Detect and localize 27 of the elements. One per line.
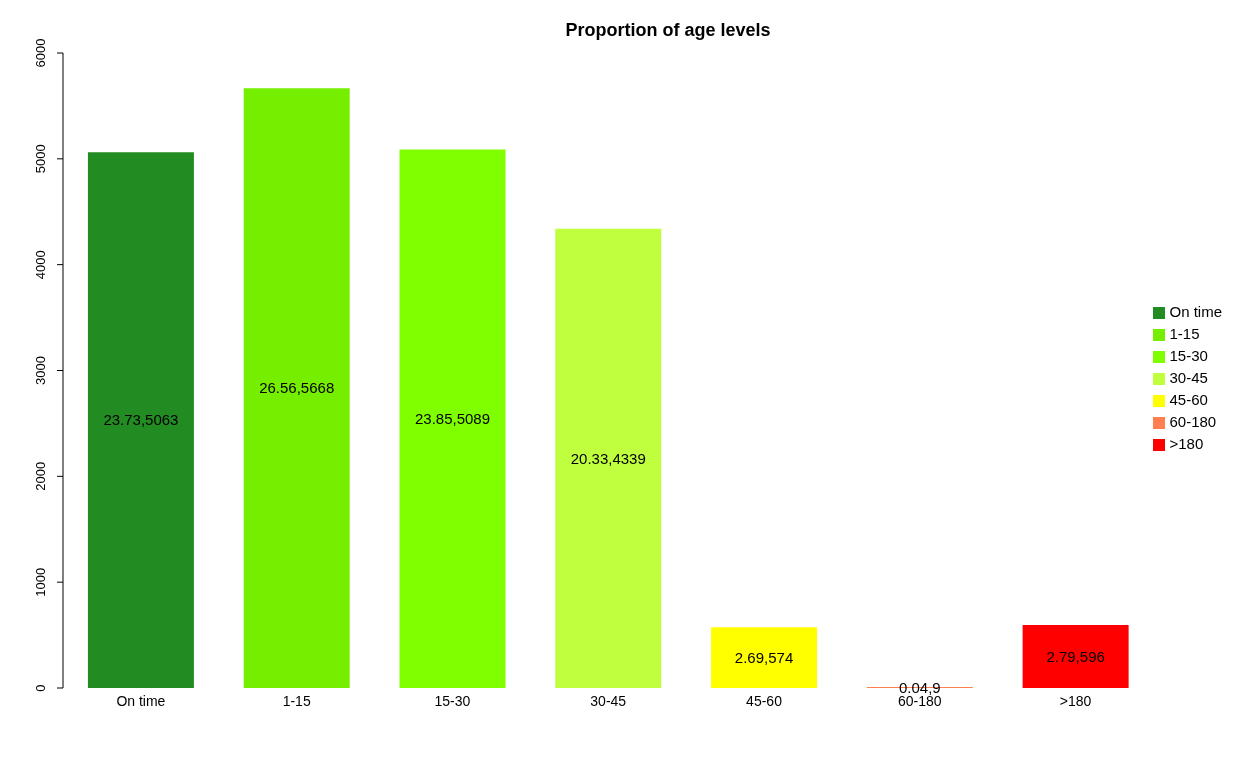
legend-label: 45-60 bbox=[1169, 391, 1208, 408]
data-label: 2.79,596 bbox=[1046, 647, 1105, 665]
x-tick-label: 45-60 bbox=[746, 692, 783, 709]
x-tick-label: 15-30 bbox=[434, 692, 471, 709]
x-tick-label: 1-15 bbox=[282, 692, 311, 709]
y-tick-label: 6000 bbox=[33, 38, 48, 68]
y-tick-label: 4000 bbox=[33, 250, 48, 280]
x-tick-label: On time bbox=[116, 692, 166, 709]
data-label: 26.56,5668 bbox=[259, 379, 335, 397]
data-label: 2.69,574 bbox=[734, 648, 794, 666]
chart-title: Proportion of age levels bbox=[565, 20, 771, 40]
legend-label: >180 bbox=[1169, 435, 1204, 452]
data-label: 23.73,5063 bbox=[103, 411, 179, 429]
legend-label: 30-45 bbox=[1169, 369, 1208, 386]
data-label: 23.85,5089 bbox=[414, 410, 491, 428]
y-tick-label: 5000 bbox=[33, 144, 48, 174]
legend-label: 60-180 bbox=[1169, 413, 1217, 430]
legend-label: 15-30 bbox=[1169, 347, 1208, 364]
y-tick-label: 0 bbox=[33, 684, 48, 692]
legend-label: 1-15 bbox=[1169, 325, 1200, 342]
legend-label: On time bbox=[1169, 303, 1222, 320]
y-tick-label: 2000 bbox=[33, 461, 48, 491]
x-tick-label: 30-45 bbox=[590, 692, 627, 709]
y-tick-label: 3000 bbox=[33, 356, 48, 385]
y-tick-label: 1000 bbox=[33, 567, 48, 597]
x-tick-label: >180 bbox=[1059, 692, 1092, 709]
data-label: 20.33,4339 bbox=[570, 449, 646, 467]
